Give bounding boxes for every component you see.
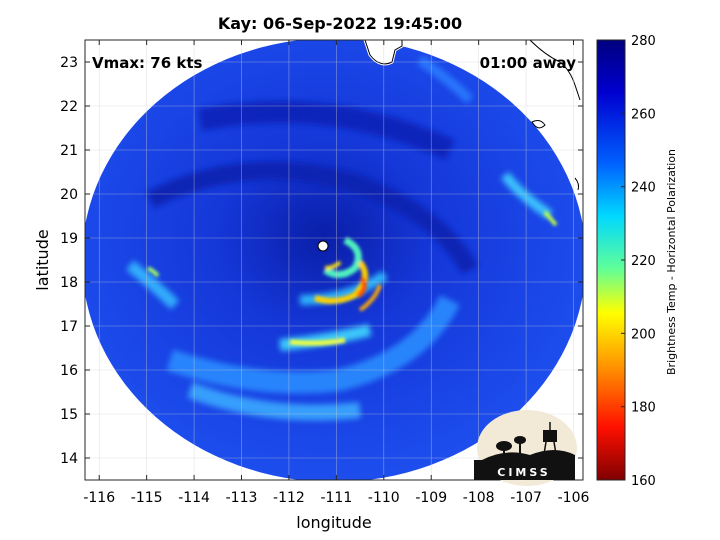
vmax-annotation: Vmax: 76 kts: [92, 54, 202, 72]
y-axis-label: latitude: [33, 229, 52, 290]
colorbar-tick-label: 280: [631, 34, 656, 49]
colorbar-tick-label: 260: [631, 107, 656, 122]
x-tick-label: -109: [415, 490, 447, 506]
colorbar-tick-label: 240: [631, 181, 656, 196]
x-tick-label: -113: [226, 490, 258, 506]
y-tick-label: 19: [60, 231, 78, 247]
longitude-ticks: -116 -115 -114 -113 -112 -111 -110 -109 -108 -107…: [83, 40, 589, 506]
map-axes-frame: [84, 39, 584, 481]
x-tick-label: -112: [273, 490, 305, 506]
colorbar-tick-label: 200: [631, 327, 656, 342]
y-tick-label: 14: [60, 451, 78, 467]
y-tick-label: 16: [60, 363, 78, 379]
x-tick-label: -107: [510, 490, 542, 506]
colorbar-label: Brightness Temp - Horizontal Polarizatio…: [665, 149, 678, 375]
x-tick-label: -116: [83, 490, 115, 506]
x-tick-label: -111: [320, 490, 352, 506]
y-tick-label: 18: [60, 275, 78, 291]
x-tick-label: -110: [368, 490, 400, 506]
x-tick-label: -108: [463, 490, 495, 506]
storm-center-marker: [317, 240, 329, 252]
x-axis-label: longitude: [296, 513, 371, 532]
map-title: Kay: 06-Sep-2022 19:45:00: [218, 14, 462, 33]
y-tick-label: 20: [60, 187, 78, 203]
colorbar: [596, 39, 626, 481]
eyewall-band: [323, 236, 362, 278]
x-tick-label: -106: [558, 490, 590, 506]
y-tick-label: 23: [60, 55, 78, 71]
y-tick-label: 17: [60, 319, 78, 335]
latitude-ticks: 23 22 21 20 19 18 17 16 15 14: [60, 55, 583, 467]
y-tick-label: 21: [60, 143, 78, 159]
map-grid: [85, 40, 583, 480]
colorbar-tick-label: 160: [631, 474, 656, 489]
cimss-logo: CIMSS: [474, 410, 577, 486]
y-tick-label: 15: [60, 407, 78, 423]
y-tick-label: 22: [60, 99, 78, 115]
x-tick-label: -115: [131, 490, 163, 506]
colorbar-tick-label: 220: [631, 254, 656, 269]
x-tick-label: -114: [178, 490, 210, 506]
colorbar-ticks: 280 260 240 220 200 180 160: [621, 34, 656, 489]
logo-text: CIMSS: [497, 466, 550, 479]
time-offset-annotation: 01:00 away: [480, 54, 577, 72]
colorbar-tick-label: 180: [631, 401, 656, 416]
